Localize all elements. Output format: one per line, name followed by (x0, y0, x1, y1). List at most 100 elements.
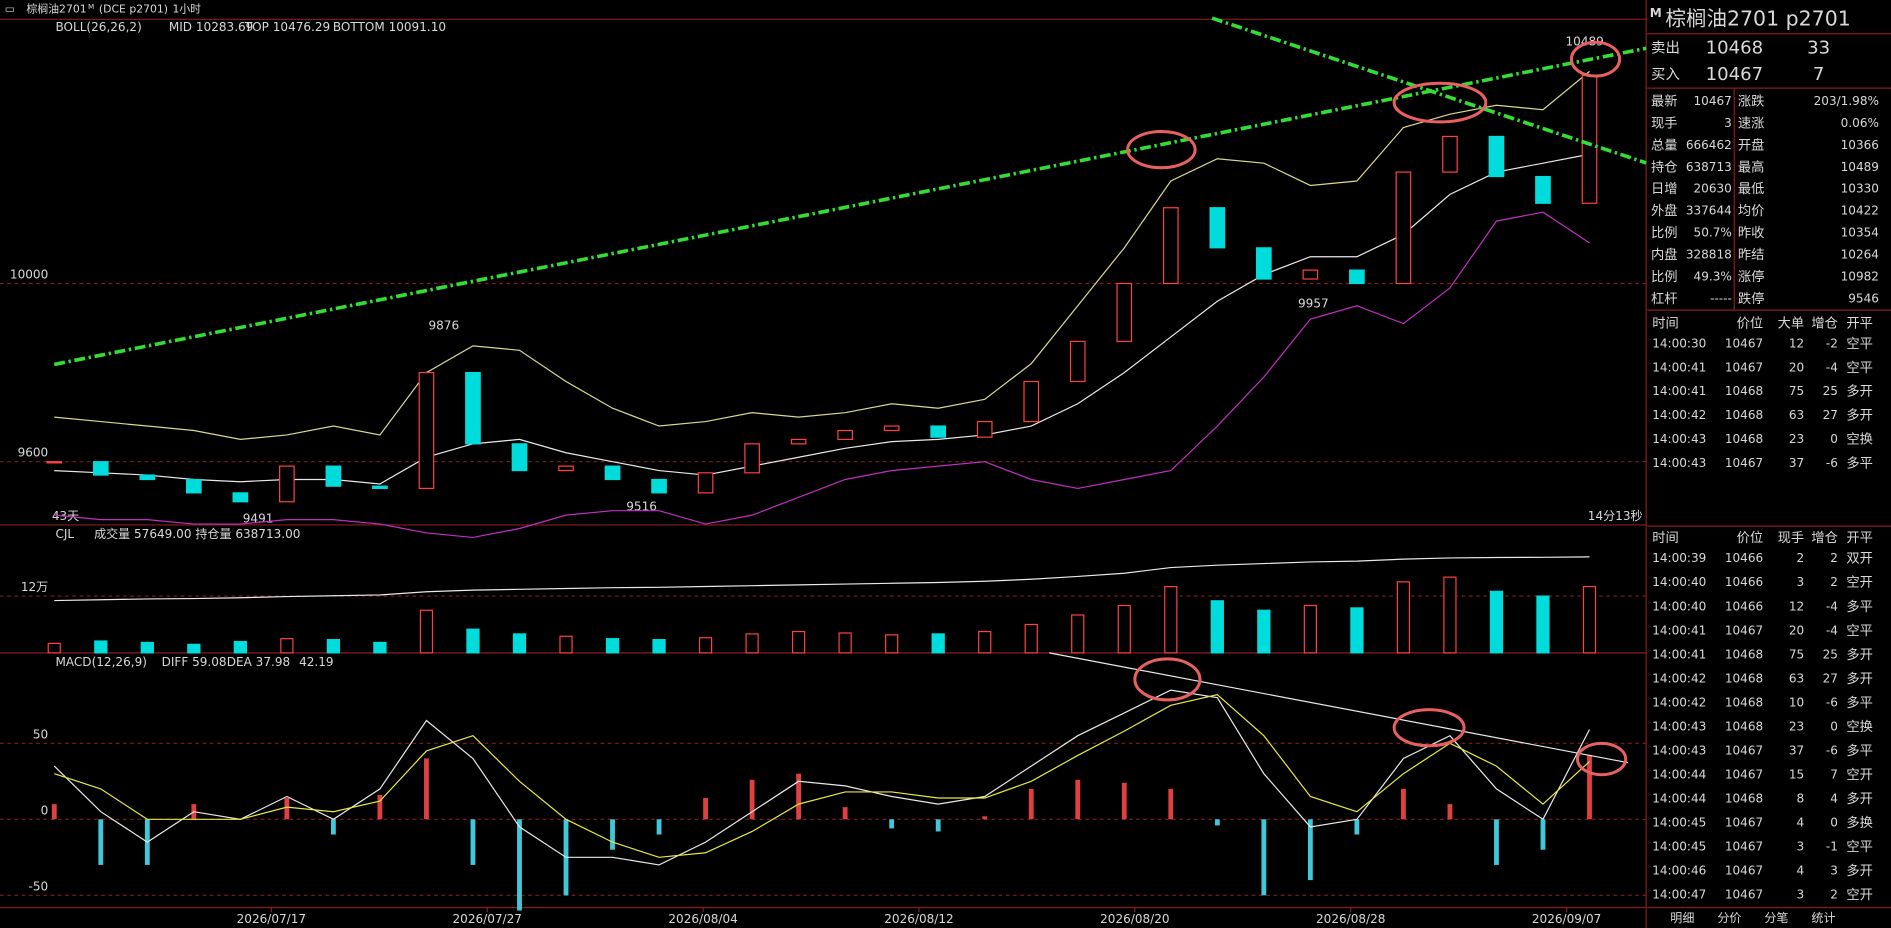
table-cell: 12 (1789, 336, 1804, 350)
candle (1442, 135, 1458, 173)
candle (465, 371, 481, 445)
dea-text: DEA 37.98 (227, 655, 290, 669)
table-cell: 多开 (1846, 383, 1873, 400)
table-cell: 0 (1830, 815, 1838, 829)
volume-bar (1164, 586, 1178, 654)
stat-label: 现手 (1651, 115, 1678, 131)
candle (883, 425, 900, 432)
macd-text: 42.19 (299, 655, 333, 669)
stat-value: 20630 (1693, 182, 1731, 196)
table-cell: 10467 (1725, 767, 1763, 781)
table-cell: 37 (1789, 456, 1804, 470)
table-cell: 3 (1796, 839, 1804, 853)
highlight-circle (1392, 81, 1488, 124)
price-annotation: 10489 (1566, 35, 1604, 49)
stat-label: 速涨 (1738, 115, 1765, 131)
table-cell: -2 (1826, 336, 1838, 350)
stat-label: 外盘 (1651, 202, 1678, 219)
table-cell: 空换 (1846, 719, 1873, 735)
order-label: 买入 (1651, 66, 1680, 83)
table-cell: 14:00:41 (1652, 384, 1706, 398)
tab[interactable]: 明细 (1670, 911, 1694, 925)
tab[interactable]: 统计 (1811, 911, 1835, 925)
candle (1256, 247, 1272, 280)
y-tick-label: 9600 (18, 446, 49, 460)
stat-value: 10982 (1841, 270, 1879, 284)
volume-bar (559, 635, 573, 654)
table-cell: 10468 (1725, 695, 1763, 709)
volume-bar (931, 633, 945, 654)
macd-bar (982, 816, 988, 820)
table-header: 大单 (1778, 315, 1805, 331)
stat-value: 666462 (1686, 138, 1732, 152)
table-header: 开平 (1846, 531, 1873, 546)
period[interactable]: 1小时 (172, 3, 201, 16)
candle (139, 474, 156, 481)
macd-bar (749, 779, 755, 820)
table-cell: 27 (1823, 408, 1838, 422)
macd-bar (889, 819, 895, 829)
tab[interactable]: 分价 (1717, 911, 1741, 925)
boll-label: BOLL(26,26,2) (55, 20, 141, 34)
table-cell: 75 (1789, 384, 1804, 398)
stat-label: 最低 (1738, 181, 1765, 197)
table-cell: 10 (1789, 695, 1804, 709)
table-cell: 3 (1830, 863, 1838, 877)
table-cell: 2 (1796, 551, 1804, 565)
highlight-circle (1126, 130, 1197, 170)
menu-icon[interactable]: ▭ (5, 3, 15, 16)
y-tick-label: 50 (33, 727, 48, 741)
stat-value: 203/1.98% (1814, 94, 1879, 108)
candle (1395, 171, 1412, 285)
candle (651, 478, 667, 494)
candle (1116, 282, 1133, 342)
table-cell: 空开 (1846, 887, 1873, 903)
macd-bar (1540, 819, 1546, 850)
table-cell: 空换 (1846, 432, 1873, 448)
table-cell: 空平 (1846, 336, 1873, 352)
table-cell: 多平 (1846, 598, 1873, 615)
trend-line (53, 46, 1647, 367)
y-tick-label: 0 (41, 803, 49, 817)
macd-bar (98, 819, 104, 865)
volume-bar (1443, 576, 1457, 654)
order-label: 卖出 (1651, 39, 1680, 56)
table-header: 时间 (1652, 315, 1679, 331)
table-cell: 23 (1789, 719, 1804, 733)
stat-label: 昨收 (1738, 225, 1765, 241)
symbol[interactable]: 棕榈油2701 (27, 2, 87, 16)
table-cell: 20 (1789, 360, 1804, 374)
table-cell: 10467 (1725, 839, 1763, 853)
dea-line (54, 693, 1590, 858)
volume-bar (838, 632, 852, 654)
price-annotation: 9957 (1298, 297, 1329, 311)
quote-title: 棕榈油2701 p2701 (1665, 6, 1850, 30)
stat-label: 比例 (1651, 269, 1678, 285)
candle (790, 438, 807, 445)
boll-bottom: BOTTOM 10091.10 (333, 20, 446, 34)
candle (92, 461, 109, 476)
highlight-circle (1392, 708, 1466, 748)
stat-label: 持仓 (1651, 159, 1678, 175)
stat-value: 10330 (1841, 182, 1879, 196)
table-cell: 14:00:47 (1652, 887, 1706, 901)
table-cell: -1 (1826, 839, 1838, 853)
table-cell: -6 (1826, 456, 1838, 470)
macd-bar (517, 819, 522, 911)
macd-bar (424, 758, 429, 820)
stat-label: 总量 (1651, 137, 1678, 153)
volume-bar (233, 640, 247, 654)
candle (930, 425, 947, 438)
table-cell: 25 (1823, 647, 1838, 661)
table-cell: 15 (1789, 767, 1804, 781)
macd-bar (284, 798, 290, 820)
tab[interactable]: 分笔 (1764, 910, 1788, 925)
x-tick-label: 2026/07/27 (453, 912, 522, 926)
trend-line (1049, 652, 1629, 764)
stat-value: 10264 (1841, 248, 1879, 262)
macd-bar (796, 773, 802, 820)
quote-panel (1647, 0, 1891, 928)
table-cell: 多开 (1846, 670, 1873, 687)
x-tick-label: 2026/09/07 (1532, 912, 1601, 926)
